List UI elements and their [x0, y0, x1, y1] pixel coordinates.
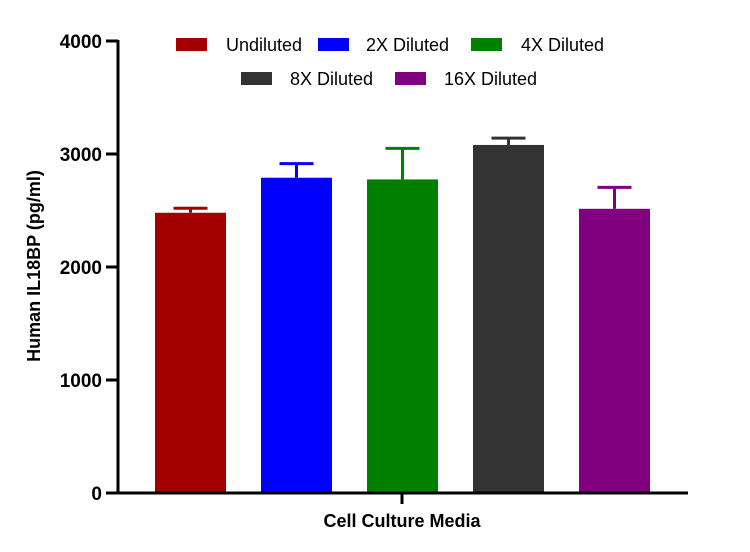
bars-group	[155, 144, 650, 494]
legend: Undiluted 2X Diluted 4X Diluted 8X Diluted 1…	[176, 35, 604, 89]
legend-swatch	[318, 38, 349, 51]
legend-label: 16X Diluted	[444, 69, 537, 89]
legend-swatch	[241, 72, 272, 85]
bar	[473, 144, 544, 493]
legend-label: 2X Diluted	[366, 35, 449, 55]
legend-label: 8X Diluted	[290, 69, 373, 89]
legend-swatch	[471, 38, 502, 51]
y-axis-label: Human IL18BP (pg/ml)	[24, 170, 44, 362]
bar	[155, 212, 226, 493]
y-tick-label: 3000	[60, 145, 102, 166]
y-tick-label: 4000	[60, 32, 102, 53]
error-bars-group	[173, 136, 632, 213]
legend-label: Undiluted	[226, 35, 302, 55]
legend-label: 4X Diluted	[521, 35, 604, 55]
y-tick-label: 2000	[60, 258, 102, 279]
y-tick-label: 1000	[60, 371, 102, 392]
legend-swatch	[176, 38, 207, 51]
x-axis-label: Cell Culture Media	[323, 511, 481, 531]
y-ticks-group: 0 1000 2000 3000 4000	[60, 32, 118, 505]
bar	[579, 208, 650, 493]
bar	[367, 179, 438, 494]
bar	[261, 177, 332, 494]
legend-swatch	[395, 72, 426, 85]
y-tick-label: 0	[91, 484, 102, 505]
